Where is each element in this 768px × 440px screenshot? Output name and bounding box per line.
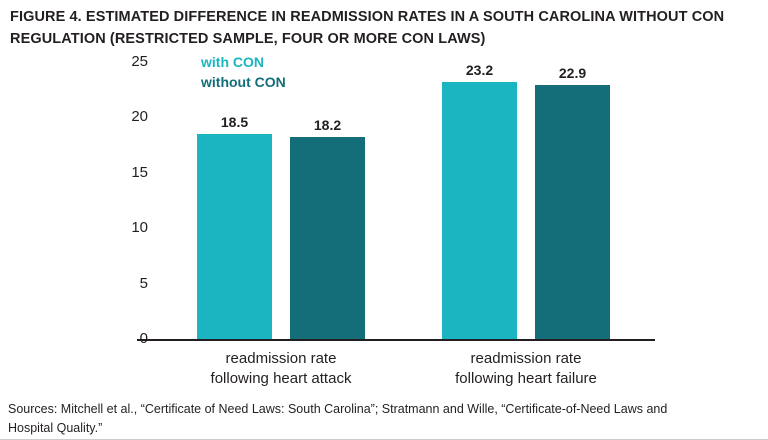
y-tick-label-0: 0 xyxy=(139,330,148,347)
x-category-label-1: readmission rate following heart attack xyxy=(210,350,352,387)
legend-item-with-con: with CON xyxy=(201,54,264,70)
bar-value-label: 18.5 xyxy=(220,114,249,130)
bar-without-con-group-2 xyxy=(535,85,610,339)
sources-line-2: Hospital Quality.” xyxy=(8,420,103,435)
sources-note: Sources: Mitchell et al., “Certificate o… xyxy=(8,400,764,438)
y-tick-label-20: 20 xyxy=(131,108,148,126)
x-axis-line xyxy=(137,339,655,341)
y-tick-label-5: 5 xyxy=(139,274,148,292)
bar-value-label: 23.2 xyxy=(465,62,494,78)
bar-value-label: 22.9 xyxy=(558,65,587,81)
x-category-label-2: readmission rate following heart failure xyxy=(455,350,597,387)
bar-with-con-group-2 xyxy=(442,82,517,339)
bar-value-label: 18.2 xyxy=(313,117,342,133)
y-tick-label-15: 15 xyxy=(131,163,148,181)
y-tick-label-10: 10 xyxy=(131,219,148,237)
legend: with CON without CON xyxy=(201,53,286,92)
chart-title-line-1: FIGURE 4. ESTIMATED DIFFERENCE IN READMI… xyxy=(10,9,725,25)
chart-title: FIGURE 4. ESTIMATED DIFFERENCE IN READMI… xyxy=(10,7,760,51)
sources-line-1: Sources: Mitchell et al., “Certificate o… xyxy=(8,402,668,416)
bar-without-con-group-1 xyxy=(290,137,365,339)
chart-title-line-2: REGULATION (RESTRICTED SAMPLE, FOUR OR M… xyxy=(10,30,486,47)
legend-item-without-con: without CON xyxy=(201,73,286,90)
y-tick-label-25: 25 xyxy=(131,53,148,70)
bar-with-con-group-1 xyxy=(197,134,272,339)
